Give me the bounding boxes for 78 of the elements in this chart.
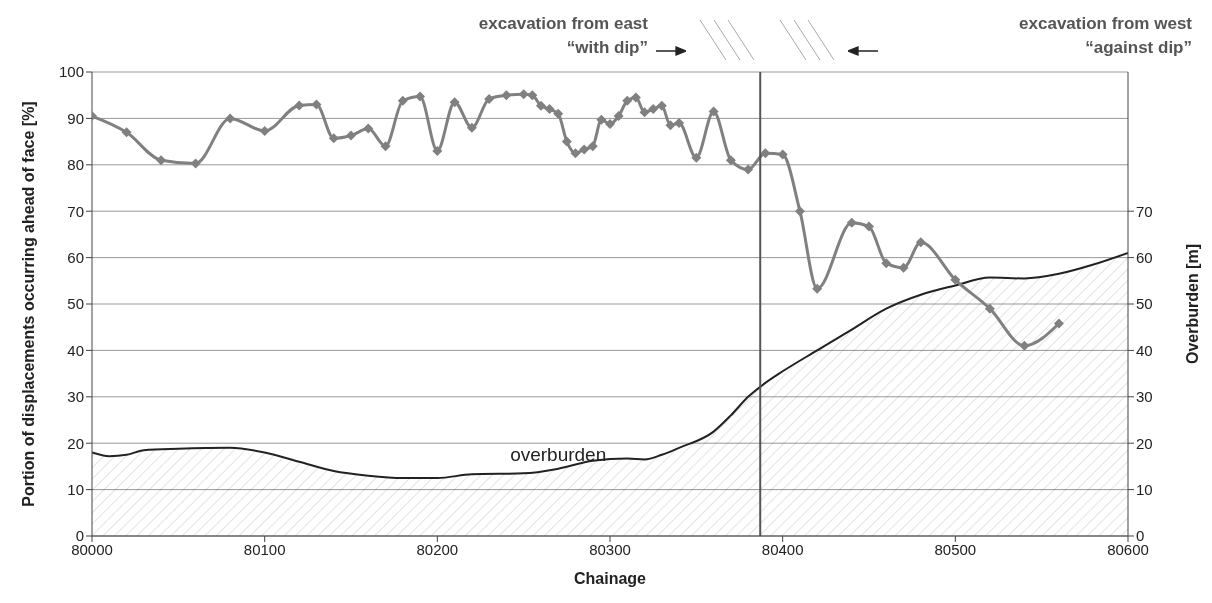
- x-tick-label: 80200: [416, 540, 459, 558]
- point: [466, 122, 477, 133]
- point: [553, 108, 564, 119]
- y-tick-label: 70: [67, 202, 84, 220]
- y-tick-label: 100: [58, 63, 84, 81]
- point: [812, 283, 823, 294]
- point: [950, 274, 961, 285]
- point: [397, 95, 408, 106]
- point: [1019, 340, 1030, 351]
- text: excavation from west “against dip”: [1019, 13, 1192, 59]
- point: [259, 125, 270, 136]
- x-tick-label: 80300: [589, 540, 631, 558]
- point: [596, 114, 607, 125]
- y2-tick-label: 40: [1136, 341, 1153, 359]
- y-tick-label: 60: [67, 248, 84, 266]
- point: [501, 90, 512, 101]
- y-tick-label: 40: [67, 341, 84, 359]
- y-axis-title: Portion of displacements occurring ahead of face [%]: [19, 101, 37, 507]
- point: [294, 100, 305, 111]
- point: [777, 149, 788, 160]
- point: [156, 155, 167, 166]
- point: [691, 152, 702, 163]
- point: [915, 237, 926, 248]
- point: [846, 217, 857, 228]
- series-label: overburden: [510, 443, 607, 465]
- y2-tick-label: 20: [1136, 434, 1153, 452]
- y2-tick-label: 50: [1136, 295, 1153, 313]
- point: [881, 258, 892, 269]
- y-tick-label: 20: [67, 434, 84, 452]
- point: [535, 100, 546, 111]
- point: [415, 91, 426, 102]
- point: [708, 106, 719, 117]
- point: [587, 141, 598, 152]
- point: [725, 155, 736, 166]
- point: [613, 111, 624, 122]
- point: [656, 100, 667, 111]
- y2-tick-label: 70: [1136, 202, 1153, 220]
- y2-axis-title: Overburden [m]: [1183, 243, 1201, 365]
- point: [561, 136, 572, 147]
- point: [864, 221, 874, 232]
- point: [346, 130, 356, 141]
- point: [984, 303, 995, 314]
- point: [570, 148, 581, 159]
- point: [665, 120, 676, 131]
- point: [605, 118, 615, 129]
- y-tick-label: 80: [67, 156, 84, 174]
- point: [527, 90, 538, 101]
- point: [743, 164, 754, 175]
- point: [432, 145, 443, 156]
- x-axis-title: Chainage: [573, 570, 647, 587]
- y-tick-label: 50: [67, 295, 84, 313]
- point: [380, 141, 391, 152]
- point: [622, 95, 633, 106]
- point: [639, 107, 650, 118]
- point: [630, 92, 641, 103]
- point: [328, 133, 339, 144]
- y-tick-label: 10: [67, 480, 84, 498]
- x-tick-label: 80500: [934, 540, 977, 558]
- y2-tick-label: 30: [1136, 388, 1153, 406]
- x-tick-label: 80100: [243, 540, 286, 558]
- x-tick-label: 80400: [761, 540, 804, 558]
- y-tick-label: 30: [67, 388, 84, 406]
- text: excavation from east “with dip”: [478, 13, 648, 59]
- y2-tick-label: 60: [1136, 248, 1153, 266]
- point: [648, 104, 659, 115]
- point: [579, 144, 590, 155]
- point: [674, 118, 685, 129]
- y2-tick-label: 10: [1136, 480, 1153, 498]
- point: [449, 97, 460, 108]
- point: [1053, 318, 1064, 329]
- point: [225, 113, 236, 124]
- point: [794, 206, 805, 217]
- point: [484, 93, 495, 104]
- point: [311, 99, 322, 110]
- point: [544, 104, 555, 115]
- point: [363, 123, 374, 134]
- y-tick-label: 90: [67, 109, 84, 127]
- point: [121, 127, 132, 138]
